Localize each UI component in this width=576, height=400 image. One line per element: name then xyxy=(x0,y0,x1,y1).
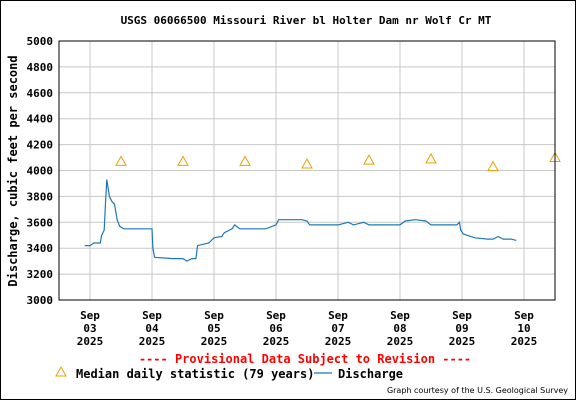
x-tick-label: 10 xyxy=(517,322,530,335)
x-tick-label: 2025 xyxy=(325,335,352,348)
x-tick-label: Sep xyxy=(328,309,348,322)
y-tick-label: 4600 xyxy=(27,87,54,100)
x-tick-label: 09 xyxy=(455,322,468,335)
x-tick-label: Sep xyxy=(390,309,410,322)
median-point xyxy=(177,155,189,166)
y-tick-label: 5000 xyxy=(27,35,54,48)
x-tick-label: Sep xyxy=(80,309,100,322)
y-tick-label: 3800 xyxy=(27,190,54,203)
median-point xyxy=(239,155,251,166)
x-tick-label: 2025 xyxy=(201,335,228,348)
y-axis-label: Discharge, cubic feet per second xyxy=(6,55,20,286)
x-tick-label: 08 xyxy=(393,322,406,335)
x-tick-labels: Sep032025Sep042025Sep052025Sep062025Sep0… xyxy=(77,309,538,348)
x-tick-label: 03 xyxy=(83,322,96,335)
x-tick-label: 07 xyxy=(331,322,344,335)
grid-lines xyxy=(59,41,555,300)
x-tick-label: Sep xyxy=(204,309,224,322)
credit-text: Graph courtesy of the U.S. Geological Su… xyxy=(387,386,568,395)
median-point xyxy=(115,155,127,166)
y-tick-label: 3600 xyxy=(27,216,54,229)
legend: Median daily statistic (79 years) Discha… xyxy=(55,365,403,381)
y-tick-label: 4200 xyxy=(27,139,54,152)
x-tick-label: 05 xyxy=(207,322,220,335)
chart-title: USGS 06066500 Missouri River bl Holter D… xyxy=(121,14,492,27)
y-tick-label: 3000 xyxy=(27,294,54,307)
y-tick-label: 4400 xyxy=(27,113,54,126)
x-tick-label: 06 xyxy=(269,322,283,335)
x-tick-label: 04 xyxy=(145,322,159,335)
discharge-line-layer xyxy=(84,179,517,262)
x-tick-label: Sep xyxy=(142,309,162,322)
provisional-note: ---- Provisional Data Subject to Revisio… xyxy=(139,352,471,366)
legend-median-triangle-icon xyxy=(55,365,67,377)
median-point xyxy=(363,154,375,165)
discharge-line xyxy=(84,179,517,262)
legend-discharge-label: Discharge xyxy=(338,367,403,381)
y-tick-label: 3200 xyxy=(27,268,54,281)
y-tick-label: 3400 xyxy=(27,242,54,255)
x-tick-label: 2025 xyxy=(263,335,290,348)
y-tick-label: 4800 xyxy=(27,61,54,74)
plot-area-border xyxy=(58,40,556,301)
x-tick-label: Sep xyxy=(514,309,534,322)
median-point xyxy=(425,152,437,164)
x-tick-label: 2025 xyxy=(449,335,476,348)
x-tick-label: Sep xyxy=(452,309,472,322)
x-tick-label: 2025 xyxy=(387,335,414,348)
x-tick-label: 2025 xyxy=(511,335,538,348)
x-tick-label: Sep xyxy=(266,309,286,322)
median-point xyxy=(487,160,499,172)
legend-median-label: Median daily statistic (79 years) xyxy=(76,367,314,381)
median-point xyxy=(301,157,313,169)
y-tick-label: 4000 xyxy=(27,165,54,178)
x-tick-label: 2025 xyxy=(139,335,166,348)
x-tick-label: 2025 xyxy=(77,335,104,348)
y-tick-labels: 5000 4800 4600 4400 4200 4000 3800 3600 3400 3200… xyxy=(27,35,54,307)
